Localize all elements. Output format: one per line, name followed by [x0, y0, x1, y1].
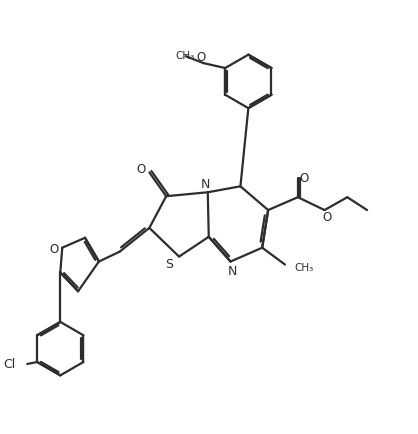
Text: Cl: Cl [3, 358, 15, 372]
Text: N: N [228, 265, 237, 278]
Text: N: N [201, 178, 211, 191]
Text: O: O [197, 51, 206, 64]
Text: O: O [137, 163, 146, 176]
Text: O: O [50, 243, 59, 256]
Text: O: O [299, 172, 308, 185]
Text: O: O [322, 211, 331, 224]
Text: CH₃: CH₃ [176, 51, 195, 61]
Text: CH₃: CH₃ [295, 263, 314, 273]
Text: S: S [165, 258, 173, 271]
